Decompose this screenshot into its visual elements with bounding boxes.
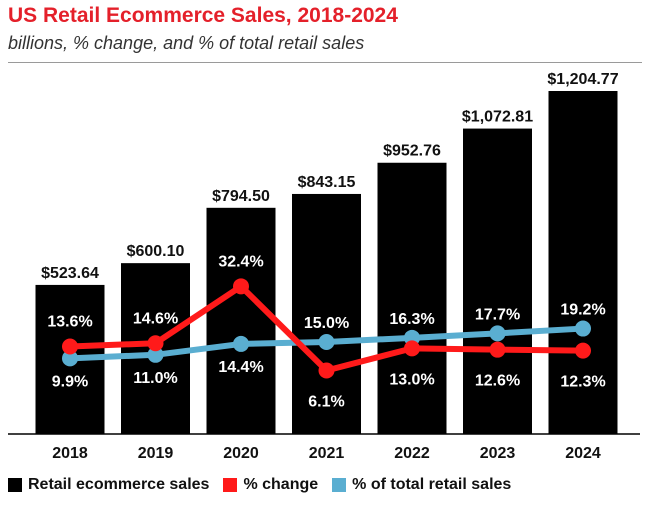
share-label-2020: 14.4% — [218, 359, 263, 376]
x-tick-label-2020: 2020 — [223, 445, 259, 462]
change-point-2021 — [318, 362, 335, 379]
bar-2024 — [548, 91, 618, 434]
bar-label-2020: $794.50 — [212, 188, 270, 205]
share-point-2023 — [489, 325, 506, 342]
bar-label-2024: $1,204.77 — [547, 71, 618, 88]
change-label-2023: 12.6% — [475, 373, 520, 390]
legend-label-change: % change — [243, 476, 319, 493]
change-point-2019 — [147, 335, 164, 352]
chart-subtitle: billions, % change, and % of total retai… — [8, 33, 365, 53]
share-label-2024: 19.2% — [560, 302, 605, 319]
x-tick-label-2023: 2023 — [480, 445, 516, 462]
chart-title: US Retail Ecommerce Sales, 2018-2024 — [8, 4, 398, 27]
bar-label-2023: $1,072.81 — [462, 109, 533, 126]
change-point-2022 — [404, 340, 420, 357]
share-label-2022: 16.3% — [389, 311, 434, 328]
x-tick-label-2022: 2022 — [394, 445, 430, 462]
x-tick-label-2019: 2019 — [138, 445, 174, 462]
bar-2021 — [292, 193, 361, 434]
combo-chart: $523.64 $600.10 $794.50 $843.15 $952.76 $1,07… — [8, 71, 640, 462]
share-point-2019 — [147, 346, 164, 363]
title-divider — [8, 62, 642, 63]
change-point-2020 — [233, 278, 249, 295]
share-point-2018 — [62, 350, 78, 367]
change-point-2018 — [62, 338, 78, 355]
bar-label-2018: $523.64 — [41, 265, 99, 282]
bar-label-2021: $843.15 — [298, 174, 356, 191]
bar-2022 — [377, 162, 447, 435]
share-label-2023: 17.7% — [475, 306, 520, 323]
legend-swatch-change — [223, 478, 238, 492]
bar-label-2019: $600.10 — [127, 243, 185, 260]
share-point-2024 — [575, 320, 591, 337]
change-label-2018: 13.6% — [47, 313, 92, 330]
legend-item-sales: Retail ecommerce sales — [8, 476, 209, 494]
bar-2020 — [206, 207, 276, 434]
legend-label-share: % of total retail sales — [352, 476, 512, 493]
legend-item-share: % of total retail sales — [332, 476, 511, 494]
bar-2023 — [463, 128, 532, 435]
change-label-2024: 12.3% — [560, 374, 605, 391]
change-label-2022: 13.0% — [389, 371, 434, 388]
x-tick-label-2021: 2021 — [309, 445, 345, 462]
change-point-2024 — [575, 342, 591, 359]
share-label-2019: 11.0% — [133, 370, 177, 387]
share-label-2018: 9.9% — [52, 373, 88, 390]
legend: Retail ecommerce sales % change % of tot… — [8, 474, 525, 496]
share-label-2021: 15.0% — [304, 315, 349, 332]
legend-swatch-sales — [8, 478, 22, 492]
legend-swatch-share — [332, 478, 347, 492]
change-label-2020: 32.4% — [218, 253, 263, 270]
bar-label-2022: $952.76 — [383, 143, 441, 160]
legend-item-change: % change — [223, 476, 318, 494]
change-label-2021: 6.1% — [308, 393, 344, 410]
change-point-2023 — [489, 341, 506, 358]
share-point-2021 — [318, 334, 335, 350]
legend-label-sales: Retail ecommerce sales — [28, 476, 210, 493]
change-label-2019: 14.6% — [133, 310, 178, 327]
x-tick-label-2024: 2024 — [565, 445, 601, 462]
x-tick-label-2018: 2018 — [52, 445, 88, 462]
share-point-2020 — [233, 335, 249, 352]
